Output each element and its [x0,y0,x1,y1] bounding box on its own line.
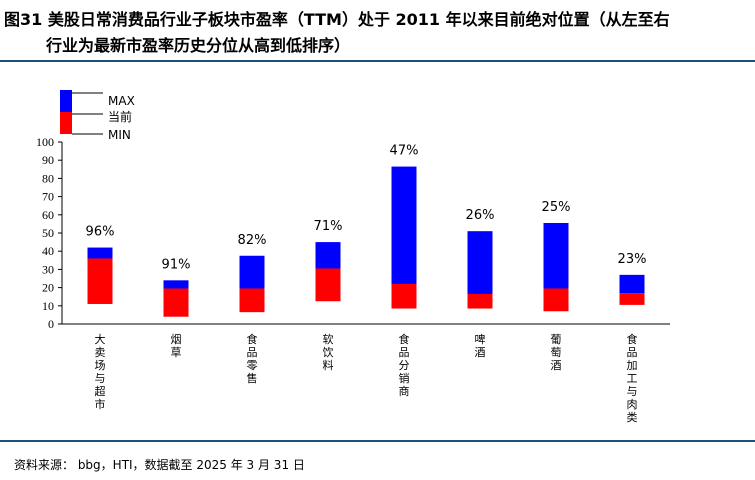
y-tick-label: 30 [42,262,54,276]
range-bar-upper [315,242,341,269]
range-bar-lower [619,293,645,305]
percentile-label: 71% [314,219,343,234]
range-bar-lower [543,288,569,312]
range-bar-upper [543,222,569,289]
range-bar-lower [467,293,493,309]
legend-label-current: 当前 [108,109,132,124]
y-tick-label: 100 [36,135,54,149]
range-bar-lower [163,288,189,317]
top-rule [0,60,755,62]
y-tick-label: 50 [42,226,54,240]
y-tick-label: 0 [48,317,54,331]
category-label: 烟草 [171,332,182,359]
category-label: 食品加工与肉类 [627,332,638,424]
chart-title-line-2: 行业为最新市盈率历史分位从高到低排序） [46,36,351,55]
y-tick-label: 10 [42,299,54,313]
y-tick-label: 80 [42,171,54,185]
range-bar-upper [87,247,113,259]
range-bar-upper [163,280,189,289]
percentile-label: 23% [618,252,647,267]
percentile-label: 96% [86,225,115,240]
y-tick-label: 90 [42,153,54,167]
category-label: 啤酒 [475,332,486,359]
legend-label-max: MAX [108,94,135,108]
percentile-label: 91% [162,257,191,272]
percentile-label: 82% [238,233,267,248]
range-bar-lower [87,258,113,304]
range-bar-upper [619,274,645,294]
category-label: 大卖场与超市 [95,332,106,411]
source-note: 资料来源： bbg，HTI，数据截至 2025 年 3 月 31 日 [14,458,305,472]
category-label: 食品零售 [247,332,258,385]
category-label: 软饮料 [323,332,334,372]
bottom-rule [0,440,755,442]
title-block: 图31 美股日常消费品行业子板块市盈率（TTM）处于 2011 年以来目前绝对位… [0,0,755,60]
y-tick-label: 60 [42,208,54,222]
range-bar-upper [239,255,265,289]
y-tick-label: 40 [42,244,54,258]
legend-max-swatch [60,90,72,112]
percentile-label: 25% [542,200,571,215]
y-tick-label: 70 [42,190,54,204]
percentile-label: 47% [390,144,419,159]
range-bar-lower [239,288,265,313]
chart-title-line-1: 图31 美股日常消费品行业子板块市盈率（TTM）处于 2011 年以来目前绝对位… [4,10,670,29]
legend-label-min: MIN [108,128,131,142]
range-bar-upper [391,166,417,284]
range-bar-upper [467,231,493,294]
range-bar-lower [315,268,341,302]
range-bar-lower [391,283,417,309]
percentile-label: 26% [466,208,495,223]
category-label: 葡萄酒 [551,333,562,372]
category-label: 食品分销商 [399,332,410,398]
y-tick-label: 20 [42,281,54,295]
legend-current-swatch [60,112,72,134]
